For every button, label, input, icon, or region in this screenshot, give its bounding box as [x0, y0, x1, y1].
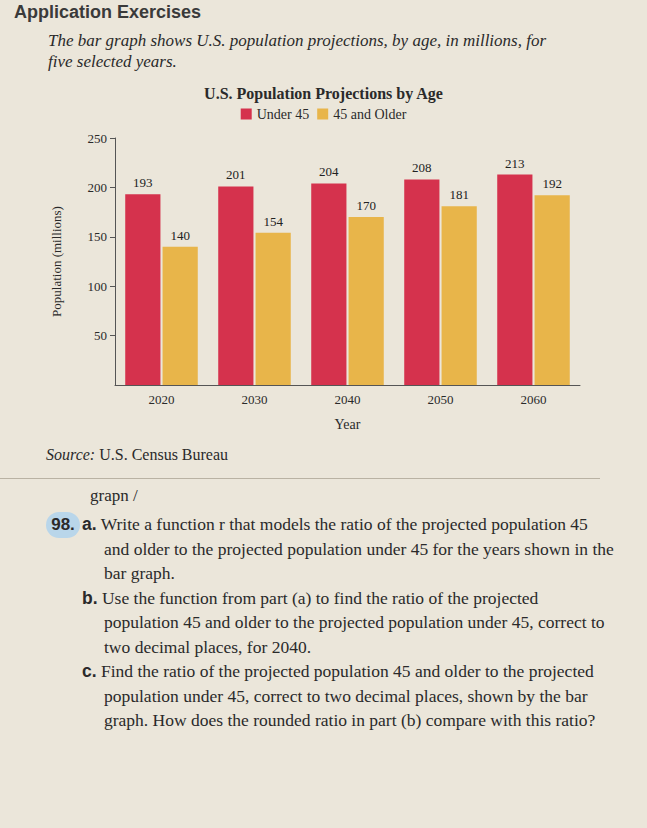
- svg-text:45 and Older: 45 and Older: [333, 107, 406, 122]
- html-text:a. Write a function r that mod: a. Write a function r that models the ra…: [82, 514, 614, 583]
- svg-text:201: 201: [226, 167, 246, 182]
- html-text:c. Find the ratio of the proje: c. Find the ratio of the projected popul…: [82, 661, 596, 730]
- svg-text:181: 181: [449, 187, 469, 202]
- svg-text:208: 208: [412, 160, 432, 175]
- svg-text:2020: 2020: [149, 392, 175, 407]
- svg-text:170: 170: [356, 198, 376, 213]
- svg-text:2050: 2050: [428, 392, 454, 407]
- html-text:Application Exercises: Application Exercises: [14, 2, 202, 22]
- svg-text:2030: 2030: [242, 392, 268, 407]
- svg-text:250: 250: [88, 131, 108, 146]
- html-text:grapn /: grapn /: [90, 486, 138, 505]
- svg-text:140: 140: [170, 228, 190, 243]
- html-text:98.: 98.: [51, 515, 75, 534]
- svg-text:U.S. Population Projections by: U.S. Population Projections by Age: [204, 85, 443, 103]
- svg-text:213: 213: [505, 156, 525, 171]
- svg-text:193: 193: [133, 175, 153, 190]
- svg-text:154: 154: [263, 214, 283, 229]
- svg-text:192: 192: [542, 176, 562, 191]
- svg-text:204: 204: [319, 164, 339, 179]
- svg-text:2060: 2060: [521, 392, 547, 407]
- svg-text:150: 150: [88, 229, 108, 244]
- svg-text:100: 100: [88, 279, 108, 294]
- svg-text:Under 45: Under 45: [257, 107, 310, 122]
- html-text:Source: U.S. Census Bureau: Source: U.S. Census Bureau: [46, 446, 229, 463]
- html-text:b. Use the function from part: b. Use the function from part (a) to fin…: [82, 587, 605, 657]
- svg-text:Population (millions): Population (millions): [49, 206, 64, 317]
- html-text:The bar graph shows U.S. popul: The bar graph shows U.S. population proj…: [48, 31, 546, 71]
- svg-text:Year: Year: [335, 417, 361, 432]
- svg-text:200: 200: [88, 180, 108, 195]
- svg-text:50: 50: [94, 328, 107, 343]
- svg-text:2040: 2040: [335, 392, 361, 407]
